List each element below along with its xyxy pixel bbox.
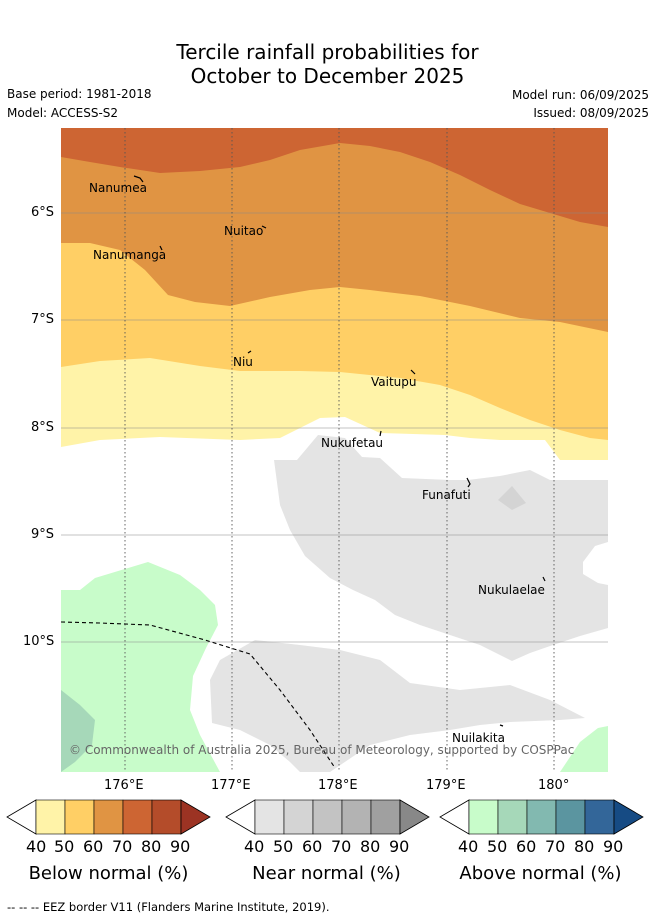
cb-near-tick: 60 (302, 837, 323, 856)
base-period: Base period: 1981-2018 (7, 87, 152, 101)
place-label: Niu (233, 355, 253, 369)
colorbars (6, 799, 644, 835)
below-swatch (35, 799, 66, 835)
island-marks (133, 175, 546, 727)
below-upper-extend (180, 799, 211, 835)
cb-above-tick: 80 (574, 837, 595, 856)
above-swatch (497, 799, 528, 835)
lon-tick-label: 180° (538, 778, 570, 793)
cb-above-tick: 60 (516, 837, 537, 856)
cb-above-tick: 40 (458, 837, 479, 856)
below-swatch (64, 799, 95, 835)
chart-title-line2: October to December 2025 (190, 64, 465, 88)
lat-tick-label: 8°S (31, 420, 55, 435)
eez-border-note: -- -- -- EEZ border V11 (Flanders Marine… (7, 900, 330, 914)
near-lower-extend (225, 799, 256, 835)
colorbar-below (6, 799, 211, 835)
below-normal-70-region (61, 128, 608, 227)
cb-below-tick: 80 (141, 837, 162, 856)
place-label: Nuilakita (452, 731, 505, 745)
near-swatch (312, 799, 343, 835)
lat-gridlines (61, 212, 608, 643)
cb-near-tick: 70 (331, 837, 352, 856)
cb-below-tick: 40 (26, 837, 47, 856)
above-swatch (584, 799, 615, 835)
colorbar-near (225, 799, 430, 835)
lat-tick-label: 9°S (31, 527, 55, 542)
near-swatch (283, 799, 314, 835)
lon-tick-label: 179°E (426, 778, 466, 793)
cb-below-tick: 70 (112, 837, 133, 856)
above-lower-extend (439, 799, 470, 835)
below-lower-extend (6, 799, 37, 835)
cb-above-tick: 50 (487, 837, 508, 856)
below-swatch (151, 799, 182, 835)
near-swatch (370, 799, 401, 835)
place-label: Nuitao (224, 224, 264, 238)
place-label: Nukulaelae (478, 583, 545, 597)
cb-above-tick: 90 (603, 837, 624, 856)
lon-tick-label: 177°E (211, 778, 251, 793)
colorbar-ticks: 40 50 60 70 80 90 40 50 60 70 80 90 40 5… (0, 837, 655, 861)
chart-title-line1: Tercile rainfall probabilities for (176, 40, 479, 64)
lat-tick-label: 7°S (31, 312, 55, 327)
above-swatch (555, 799, 586, 835)
lon-gridlines (124, 128, 555, 772)
near-normal-40-region-south (210, 640, 585, 772)
below-swatch (93, 799, 124, 835)
cb-near-tick: 90 (389, 837, 410, 856)
near-normal-40-region (274, 435, 608, 661)
place-label: Nukufetau (321, 436, 384, 450)
cb-near-tick: 50 (273, 837, 294, 856)
issued-date: Issued: 08/09/2025 (533, 106, 649, 120)
place-label: Nanumanga (93, 248, 167, 262)
lon-tick-label: 178°E (318, 778, 358, 793)
above-upper-extend (613, 799, 644, 835)
above-normal-40-region (61, 562, 220, 772)
cb-near-tick: 80 (360, 837, 381, 856)
near-upper-extend (399, 799, 430, 835)
cb-near-tick: 40 (244, 837, 265, 856)
map-copyright: © Commonwealth of Australia 2025, Bureau… (69, 743, 575, 757)
lat-tick-label: 10°S (23, 634, 55, 649)
cb-below-tick: 50 (54, 837, 75, 856)
above-swatch (468, 799, 499, 835)
lon-tick-label: 176°E (104, 778, 144, 793)
near-normal-label: Near normal (%) (252, 863, 401, 884)
cb-below-tick: 90 (170, 837, 191, 856)
cb-below-tick: 60 (83, 837, 104, 856)
near-swatch (254, 799, 285, 835)
place-label: Funafuti (422, 488, 471, 502)
cb-above-tick: 70 (545, 837, 566, 856)
below-normal-label: Below normal (%) (28, 863, 189, 884)
above-normal-label: Above normal (%) (459, 863, 622, 884)
eez-border-line (60, 621, 336, 769)
place-label: Vaitupu (371, 375, 417, 389)
above-normal-50-region (61, 690, 95, 772)
near-swatch (341, 799, 372, 835)
below-swatch (122, 799, 153, 835)
above-swatch (526, 799, 557, 835)
near-normal-50-patch (498, 486, 526, 510)
place-label: Nanumea (89, 181, 147, 195)
model-name: Model: ACCESS-S2 (7, 106, 119, 120)
model-run: Model run: 06/09/2025 (511, 88, 649, 102)
above-normal-40-region-se (560, 726, 608, 772)
colorbar-above (439, 799, 644, 835)
lat-tick-label: 6°S (31, 205, 55, 220)
